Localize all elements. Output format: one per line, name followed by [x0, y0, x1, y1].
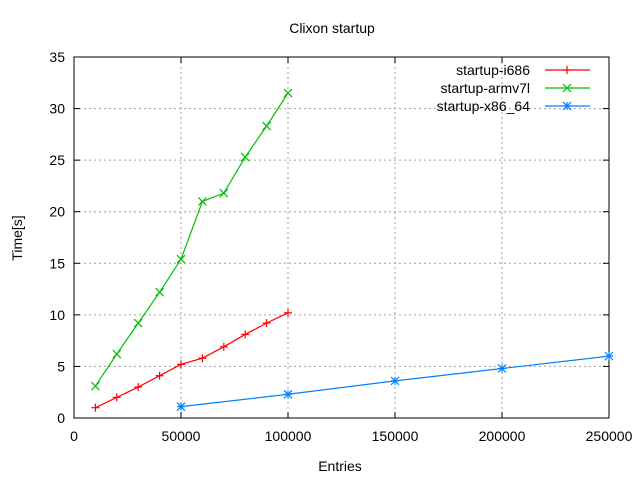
x-axis-label: Entries	[318, 458, 362, 474]
data-point	[219, 188, 229, 198]
data-point	[155, 371, 164, 380]
y-axis-label: Time[s]	[9, 215, 25, 260]
marker-stroke	[604, 351, 614, 361]
data-point	[284, 308, 292, 317]
data-point	[90, 381, 100, 391]
data-point	[240, 152, 250, 162]
data-point	[241, 330, 250, 339]
series-line-startup-i686	[95, 312, 289, 409]
plot-border	[73, 56, 610, 419]
legend-label: startup-i686	[456, 62, 530, 78]
data-point	[134, 383, 143, 392]
y-tick-label: 20	[49, 204, 65, 220]
marker-stroke	[155, 287, 165, 297]
marker-stroke	[176, 402, 186, 412]
marker-stroke	[240, 152, 250, 162]
marker-stroke	[283, 88, 293, 98]
data-point	[219, 342, 228, 351]
legend-label: startup-armv7l	[441, 80, 530, 96]
data-point	[176, 402, 186, 412]
data-point	[112, 393, 121, 402]
y-tick-label: 25	[49, 152, 65, 168]
x-tick-label: 200000	[479, 428, 526, 444]
data-point	[176, 254, 186, 264]
marker-stroke	[262, 121, 272, 131]
data-point	[133, 318, 143, 328]
x-tick-label: 50000	[162, 428, 201, 444]
data-point	[262, 121, 272, 131]
y-tick-label: 30	[49, 101, 65, 117]
legend: startup-i686 startup-armv7l startup-x86_64	[437, 62, 590, 114]
data-point	[91, 403, 100, 412]
data-point	[112, 349, 122, 359]
chart-title: Clixon startup	[289, 20, 375, 36]
series-line-startup-armv7l	[94, 92, 289, 387]
axes: 0 50000 100000 150000 200000 250000 0 5 10 15 20 25…	[49, 49, 632, 444]
data-point	[283, 88, 293, 98]
x-tick-label: 0	[70, 428, 78, 444]
y-tick-label: 35	[49, 49, 65, 65]
y-tick-label: 15	[49, 255, 65, 271]
data-point	[562, 101, 572, 111]
data-point	[177, 360, 185, 369]
data-point	[198, 354, 207, 363]
legend-label: startup-x86_64	[437, 98, 531, 114]
data-point	[390, 376, 400, 386]
marker-stroke	[390, 376, 400, 386]
marker-stroke	[219, 188, 229, 198]
data-point	[155, 287, 165, 297]
y-tick-label: 5	[57, 358, 65, 374]
data-point	[262, 319, 271, 328]
marker-stroke	[562, 101, 572, 111]
data-point	[604, 351, 614, 361]
marker-stroke	[112, 349, 122, 359]
marker-stroke	[197, 196, 207, 206]
data-point	[562, 83, 572, 93]
marker-stroke	[562, 83, 572, 93]
y-tick-label: 0	[57, 410, 65, 426]
marker-stroke	[176, 254, 186, 264]
x-tick-label: 150000	[372, 428, 419, 444]
marker-stroke	[90, 381, 100, 391]
y-tick-label: 10	[49, 307, 65, 323]
data-point	[563, 66, 571, 74]
marker-stroke	[133, 318, 143, 328]
data-point	[197, 196, 207, 206]
data-point	[497, 364, 507, 373]
series-group	[90, 88, 614, 412]
marker-stroke	[497, 364, 507, 373]
x-tick-label: 100000	[265, 428, 312, 444]
data-point	[283, 389, 293, 399]
x-tick-label: 250000	[586, 428, 633, 444]
marker-stroke	[283, 389, 293, 399]
